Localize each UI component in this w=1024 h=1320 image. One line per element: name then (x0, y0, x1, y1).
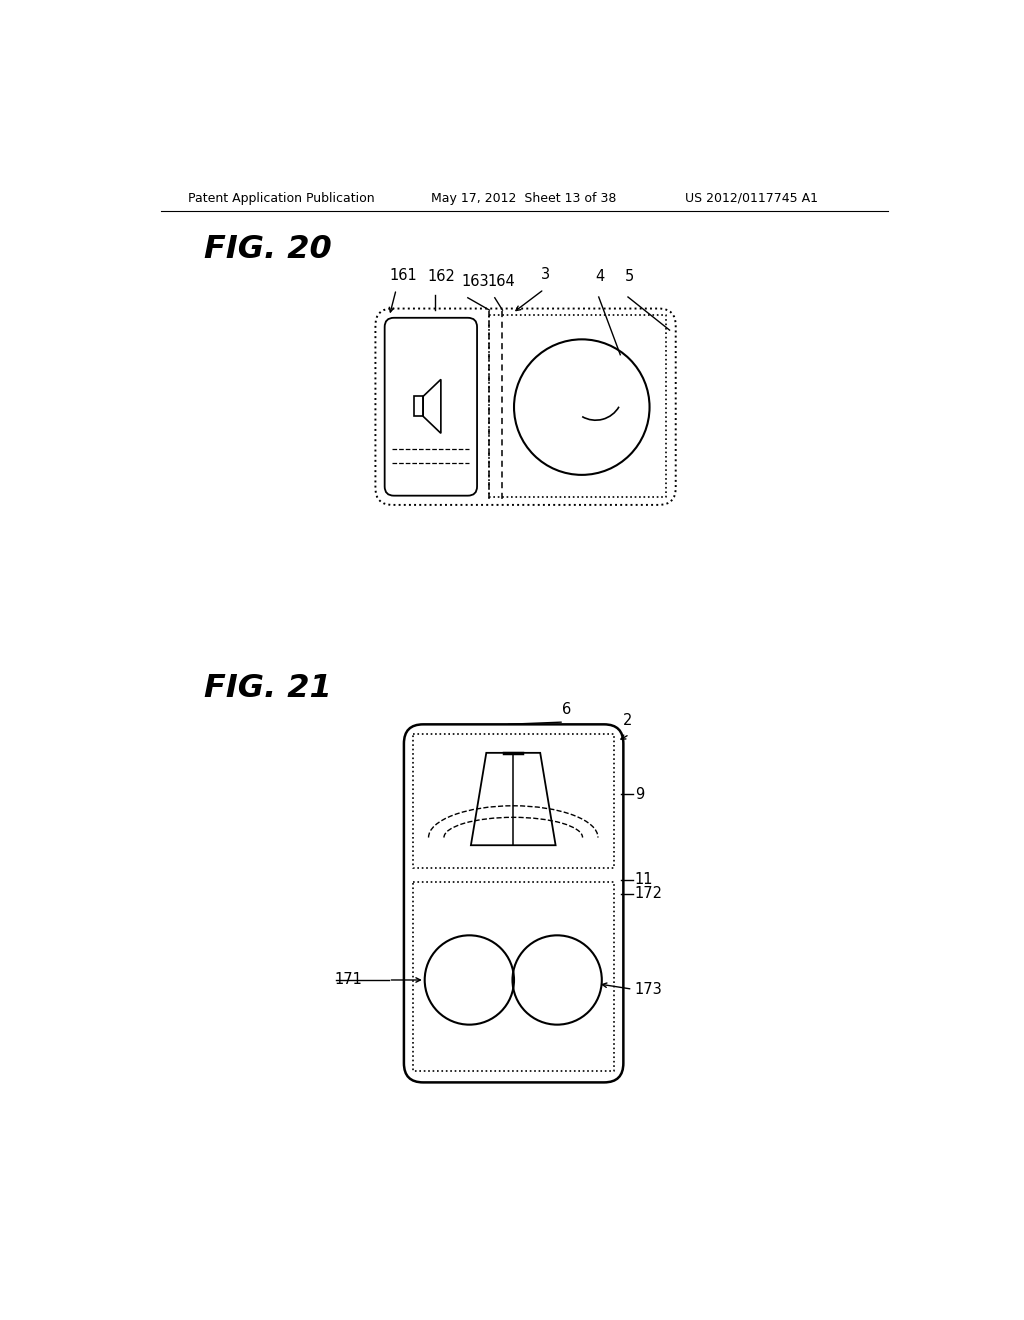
Text: 5: 5 (625, 269, 634, 284)
Text: 6: 6 (562, 702, 571, 718)
Text: 2: 2 (624, 713, 633, 729)
Text: 162: 162 (428, 269, 456, 284)
Text: 164: 164 (487, 273, 515, 289)
Text: 4: 4 (596, 269, 605, 284)
Text: FIG. 21: FIG. 21 (204, 673, 332, 704)
Text: 11: 11 (635, 873, 653, 887)
Text: Patent Application Publication: Patent Application Publication (188, 191, 375, 205)
Text: 173: 173 (635, 982, 663, 997)
Text: 3: 3 (541, 268, 550, 282)
Text: 171: 171 (335, 973, 362, 987)
Text: 161: 161 (389, 268, 417, 284)
Text: 163: 163 (462, 273, 489, 289)
Text: 9: 9 (635, 787, 644, 801)
Text: May 17, 2012  Sheet 13 of 38: May 17, 2012 Sheet 13 of 38 (431, 191, 616, 205)
Text: US 2012/0117745 A1: US 2012/0117745 A1 (685, 191, 818, 205)
Text: FIG. 20: FIG. 20 (204, 234, 332, 265)
Text: 172: 172 (635, 886, 663, 902)
